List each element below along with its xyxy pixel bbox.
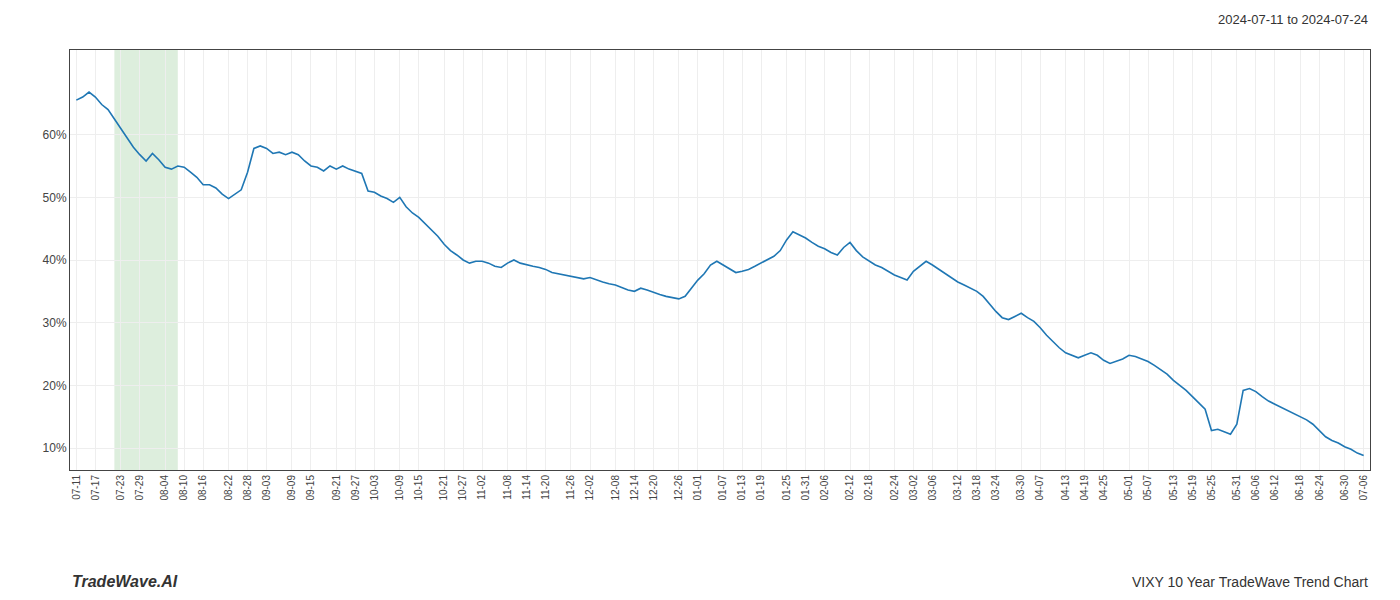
svg-text:05-01: 05-01 [1123, 475, 1134, 501]
svg-text:07-29: 07-29 [134, 475, 145, 501]
svg-text:50%: 50% [43, 191, 67, 205]
svg-text:2024-07-11 to 2024-07-24: 2024-07-11 to 2024-07-24 [1218, 12, 1368, 27]
svg-text:30%: 30% [43, 316, 67, 330]
svg-text:02-12: 02-12 [844, 475, 855, 501]
svg-text:04-07: 04-07 [1034, 475, 1045, 501]
svg-text:11-20: 11-20 [540, 475, 551, 500]
svg-text:03-06: 03-06 [927, 475, 938, 501]
svg-text:09-27: 09-27 [350, 475, 361, 501]
svg-text:12-08: 12-08 [610, 475, 621, 501]
svg-text:03-12: 03-12 [952, 475, 963, 501]
svg-text:04-13: 04-13 [1060, 475, 1071, 501]
svg-text:09-03: 09-03 [261, 475, 272, 501]
svg-text:06-12: 06-12 [1269, 475, 1280, 501]
svg-text:04-19: 04-19 [1079, 475, 1090, 501]
svg-text:06-30: 06-30 [1339, 475, 1350, 501]
svg-text:10-03: 10-03 [369, 475, 380, 501]
svg-text:12-02: 12-02 [584, 475, 595, 501]
svg-text:11-14: 11-14 [521, 475, 532, 500]
svg-text:10%: 10% [43, 441, 67, 455]
svg-text:60%: 60% [43, 128, 67, 142]
svg-text:11-26: 11-26 [565, 475, 576, 500]
svg-text:06-06: 06-06 [1250, 475, 1261, 501]
svg-text:10-27: 10-27 [457, 475, 468, 501]
svg-text:12-20: 12-20 [648, 475, 659, 501]
svg-text:06-24: 06-24 [1314, 475, 1325, 501]
svg-text:05-07: 05-07 [1142, 475, 1153, 501]
svg-text:08-28: 08-28 [242, 475, 253, 501]
svg-text:06-18: 06-18 [1294, 475, 1305, 501]
svg-text:08-22: 08-22 [223, 475, 234, 501]
svg-text:09-09: 09-09 [286, 475, 297, 501]
svg-text:02-06: 02-06 [819, 475, 830, 501]
svg-text:09-15: 09-15 [305, 475, 316, 501]
svg-text:01-01: 01-01 [692, 475, 703, 501]
svg-text:05-13: 05-13 [1168, 475, 1179, 501]
svg-text:05-31: 05-31 [1231, 475, 1242, 501]
svg-text:08-16: 08-16 [197, 475, 208, 501]
svg-text:03-02: 03-02 [908, 475, 919, 501]
svg-text:12-14: 12-14 [629, 475, 640, 501]
svg-text:10-15: 10-15 [413, 475, 424, 501]
svg-text:03-18: 03-18 [971, 475, 982, 501]
svg-text:08-04: 08-04 [159, 475, 170, 501]
svg-text:05-25: 05-25 [1206, 475, 1217, 501]
svg-text:01-31: 01-31 [800, 475, 811, 501]
svg-text:12-26: 12-26 [673, 475, 684, 501]
svg-text:20%: 20% [43, 379, 67, 393]
svg-text:02-24: 02-24 [889, 475, 900, 501]
svg-text:05-19: 05-19 [1187, 475, 1198, 501]
svg-text:02-18: 02-18 [863, 475, 874, 501]
svg-text:01-13: 01-13 [736, 475, 747, 501]
svg-text:10-09: 10-09 [394, 475, 405, 501]
svg-text:01-07: 01-07 [717, 475, 728, 501]
svg-text:04-25: 04-25 [1098, 475, 1109, 501]
svg-text:01-25: 01-25 [781, 475, 792, 501]
svg-text:10-21: 10-21 [438, 475, 449, 501]
svg-text:09-21: 09-21 [331, 475, 342, 501]
svg-text:11-08: 11-08 [502, 475, 513, 500]
svg-text:07-06: 07-06 [1358, 475, 1369, 501]
svg-text:08-10: 08-10 [178, 475, 189, 501]
svg-text:07-11: 07-11 [71, 475, 82, 500]
svg-text:07-23: 07-23 [115, 475, 126, 501]
svg-text:03-24: 03-24 [990, 475, 1001, 501]
svg-text:03-30: 03-30 [1015, 475, 1026, 501]
svg-text:01-19: 01-19 [755, 475, 766, 501]
svg-text:07-17: 07-17 [90, 475, 101, 501]
svg-text:VIXY 10 Year TradeWave Trend C: VIXY 10 Year TradeWave Trend Chart [1132, 574, 1368, 590]
svg-text:11-02: 11-02 [476, 475, 487, 500]
svg-text:40%: 40% [43, 253, 67, 267]
svg-text:TradeWave.AI: TradeWave.AI [72, 573, 178, 590]
